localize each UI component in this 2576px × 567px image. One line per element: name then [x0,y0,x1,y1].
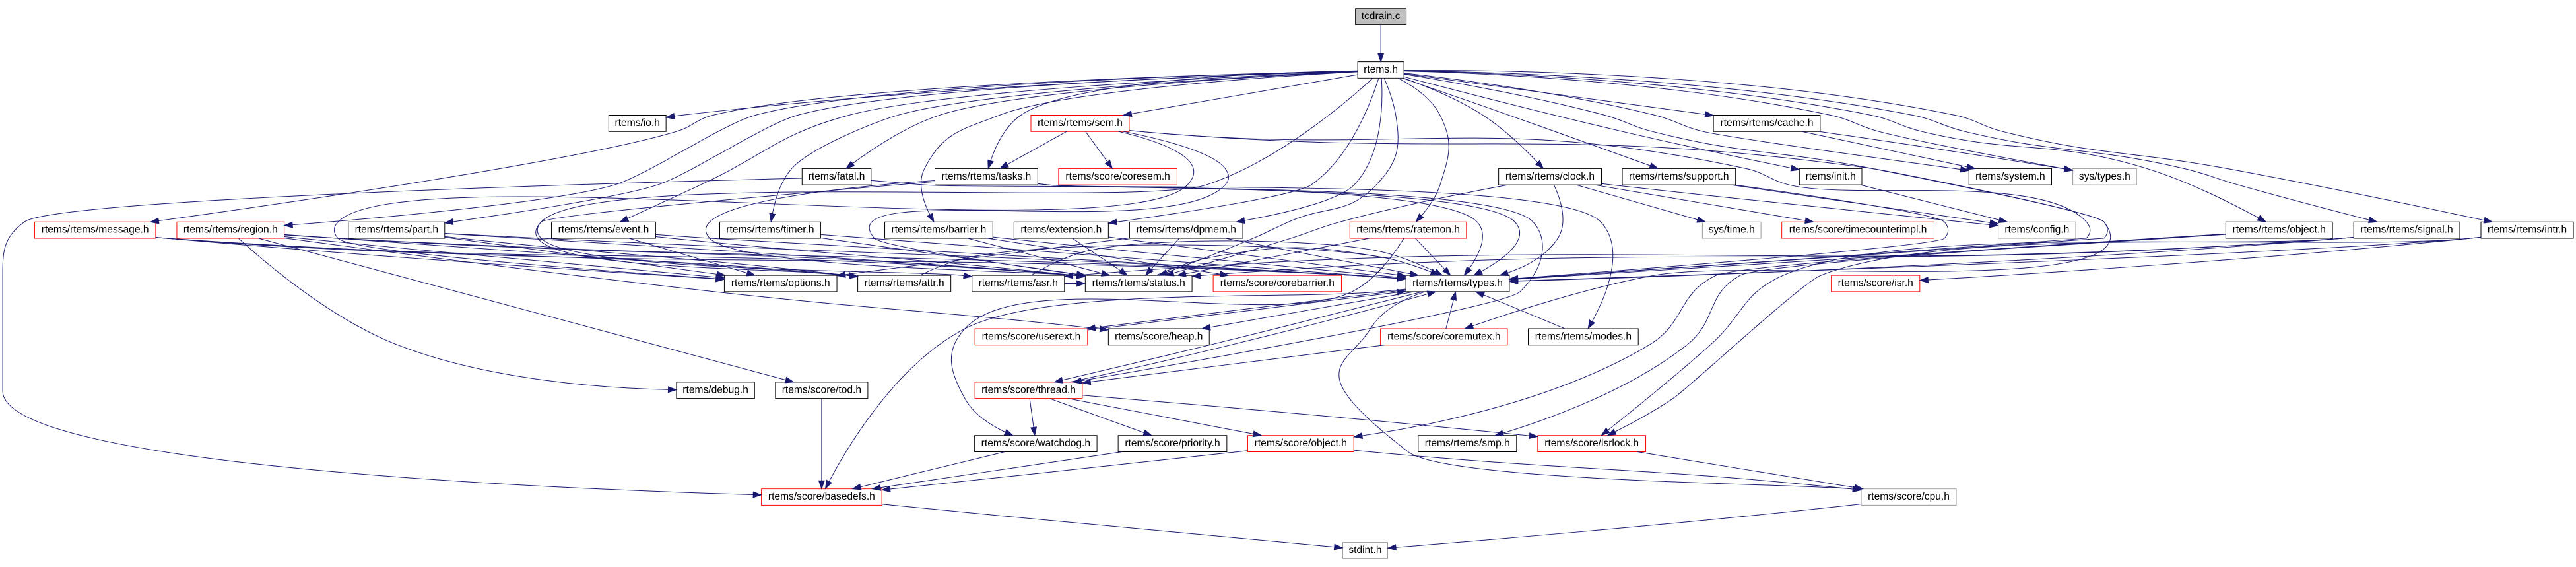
svg-text:rtems/score/heap.h: rtems/score/heap.h [1115,331,1203,342]
svg-text:rtems/rtems/region.h: rtems/rtems/region.h [183,224,278,236]
svg-text:rtems/rtems/event.h: rtems/rtems/event.h [558,224,649,236]
svg-text:sys/types.h: sys/types.h [2079,171,2130,182]
svg-text:rtems/rtems/tasks.h: rtems/rtems/tasks.h [941,171,1031,182]
svg-text:rtems/score/cpu.h: rtems/score/cpu.h [1868,491,1950,502]
svg-text:rtems/rtems/asr.h: rtems/rtems/asr.h [979,278,1058,289]
svg-text:rtems/rtems/clock.h: rtems/rtems/clock.h [1505,171,1595,182]
svg-text:rtems/rtems/ratemon.h: rtems/rtems/ratemon.h [1356,224,1460,236]
svg-text:rtems/rtems/attr.h: rtems/rtems/attr.h [865,278,944,289]
svg-text:rtems/rtems/options.h: rtems/rtems/options.h [731,278,830,289]
svg-text:rtems/score/tod.h: rtems/score/tod.h [782,384,861,395]
svg-text:rtems/rtems/object.h: rtems/rtems/object.h [2233,224,2326,236]
svg-text:rtems/extension.h: rtems/extension.h [1020,224,1102,236]
svg-text:rtems/score/isrlock.h: rtems/score/isrlock.h [1544,438,1639,449]
svg-text:rtems/rtems/dpmem.h: rtems/rtems/dpmem.h [1136,224,1236,236]
svg-text:rtems/rtems/modes.h: rtems/rtems/modes.h [1535,331,1632,342]
svg-text:rtems/init.h: rtems/init.h [1806,171,1856,182]
svg-text:rtems/config.h: rtems/config.h [2004,224,2069,236]
svg-text:rtems/rtems/status.h: rtems/rtems/status.h [1092,278,1185,289]
svg-text:rtems/rtems/timer.h: rtems/rtems/timer.h [726,224,814,236]
svg-text:rtems/rtems/part.h: rtems/rtems/part.h [355,224,438,236]
svg-text:stdint.h: stdint.h [1348,545,1381,556]
svg-text:rtems/system.h: rtems/system.h [1975,171,2045,182]
svg-text:rtems/rtems/barrier.h: rtems/rtems/barrier.h [892,224,987,236]
svg-text:rtems/score/object.h: rtems/score/object.h [1255,438,1347,449]
svg-text:rtems/rtems/signal.h: rtems/rtems/signal.h [2360,224,2453,236]
svg-text:rtems/score/basedefs.h: rtems/score/basedefs.h [768,491,875,502]
svg-text:rtems/rtems/intr.h: rtems/rtems/intr.h [2488,224,2567,236]
svg-text:rtems/score/corebarrier.h: rtems/score/corebarrier.h [1220,278,1335,289]
svg-text:rtems/score/watchdog.h: rtems/score/watchdog.h [981,438,1090,449]
svg-text:rtems/rtems/sem.h: rtems/rtems/sem.h [1038,117,1123,129]
svg-text:rtems/score/coremutex.h: rtems/score/coremutex.h [1387,331,1500,342]
svg-text:rtems/rtems/support.h: rtems/rtems/support.h [1629,171,1729,182]
svg-text:rtems/io.h: rtems/io.h [615,117,660,129]
svg-text:rtems/score/userext.h: rtems/score/userext.h [982,331,1081,342]
svg-text:rtems/rtems/smp.h: rtems/rtems/smp.h [1425,438,1510,449]
svg-text:rtems/debug.h: rtems/debug.h [682,384,748,395]
svg-text:rtems/score/isr.h: rtems/score/isr.h [1838,278,1913,289]
svg-text:rtems/score/coresem.h: rtems/score/coresem.h [1065,171,1170,182]
svg-text:rtems.h: rtems.h [1364,64,1398,75]
svg-text:sys/time.h: sys/time.h [1709,224,1755,236]
svg-text:rtems/score/thread.h: rtems/score/thread.h [981,384,1076,395]
svg-text:rtems/rtems/message.h: rtems/rtems/message.h [42,224,149,236]
svg-text:rtems/score/priority.h: rtems/score/priority.h [1125,438,1220,449]
svg-text:rtems/rtems/cache.h: rtems/rtems/cache.h [1720,117,1813,129]
svg-text:rtems/rtems/types.h: rtems/rtems/types.h [1412,278,1503,289]
svg-text:rtems/score/timecounterimpl.h: rtems/score/timecounterimpl.h [1789,224,1927,236]
svg-text:rtems/fatal.h: rtems/fatal.h [809,171,865,182]
svg-text:tcdrain.c: tcdrain.c [1362,11,1401,22]
